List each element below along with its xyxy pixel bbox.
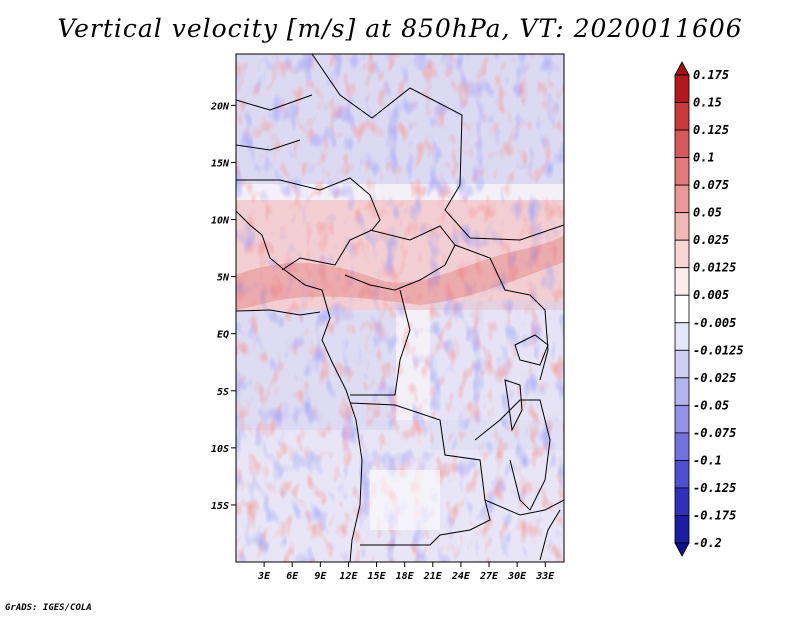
- velocity-field: [236, 54, 564, 562]
- lat-tick-label: 5N: [217, 273, 230, 284]
- colorbar-swatch: [674, 515, 690, 544]
- lon-tick-label: 27E: [479, 571, 499, 582]
- colorbar-swatch: [674, 432, 690, 461]
- colorbar-swatch: [674, 212, 690, 241]
- colorbar-label: 0.125: [693, 123, 729, 137]
- lon-tick-label: 30E: [507, 571, 527, 582]
- colorbar-swatch: [674, 404, 690, 434]
- colorbar-label: -0.075: [693, 426, 736, 440]
- colorbar-top-arrow: [674, 61, 690, 76]
- colorbar-swatch: [674, 349, 690, 379]
- lat-tick-label: 10S: [211, 444, 229, 455]
- colorbar-swatch: [674, 129, 690, 158]
- lon-tick-label: 6E: [286, 571, 299, 582]
- lon-tick-label: 21E: [423, 571, 443, 582]
- colorbar-label: 0.075: [693, 178, 729, 192]
- lat-tick-label: 10N: [211, 216, 230, 227]
- lat-tick-label: 15N: [211, 158, 230, 169]
- colorbar: 0.175 0.15 0.125 0.1 0.075 0.05 0.025 0.0125 0.0…: [674, 61, 744, 557]
- colorbar-label: 0.05: [693, 206, 722, 220]
- lat-tick-label: 5S: [217, 387, 229, 398]
- colorbar-swatch: [674, 322, 690, 351]
- lat-tick-label: 15S: [211, 501, 229, 512]
- map-boundaries: [236, 54, 564, 562]
- colorbar-label: -0.0125: [693, 343, 744, 357]
- lon-tick-label: 24E: [451, 571, 471, 582]
- colorbar-swatch: [674, 239, 690, 269]
- colorbar-swatch: [674, 157, 690, 186]
- colorbar-swatch: [674, 74, 690, 103]
- colorbar-label: -0.175: [693, 508, 736, 522]
- lon-tick-label: 9E: [314, 571, 327, 582]
- colorbar-label: -0.005: [693, 316, 736, 330]
- colorbar-label: 0.0125: [693, 261, 736, 275]
- colorbar-label: -0.2: [693, 536, 722, 550]
- colorbar-swatch: [674, 267, 690, 296]
- grads-credit: GrADS: IGES/COLA: [5, 603, 92, 613]
- lon-tick-label: 3E: [257, 571, 271, 582]
- lat-tick-label: 20N: [210, 101, 230, 112]
- colorbar-swatch: [674, 184, 690, 214]
- map-frame: [235, 53, 565, 563]
- lat-tick-label: EQ: [217, 330, 229, 341]
- colorbar-swatch: [674, 102, 690, 131]
- lon-tick-label: 12E: [339, 571, 358, 582]
- lon-tick-label: 15E: [368, 571, 387, 582]
- colorbar-label: 0.025: [693, 233, 729, 247]
- colorbar-label: -0.1: [693, 453, 722, 467]
- colorbar-label: -0.05: [693, 398, 729, 412]
- colorbar-label: -0.025: [693, 371, 736, 385]
- colorbar-bottom-arrow: [674, 542, 690, 557]
- colorbar-label: -0.125: [693, 481, 736, 495]
- lon-tick-label: 33E: [535, 571, 555, 582]
- map-title: Vertical velocity [m/s] at 850hPa, VT: 2…: [57, 14, 743, 43]
- colorbar-label: 0.005: [693, 288, 729, 302]
- longitude-axis: 3E 6E 9E 12E 15E 18E 21E 24E 27E 30E 33E: [257, 562, 555, 582]
- colorbar-swatch: [674, 294, 690, 324]
- colorbar-swatch: [674, 487, 690, 516]
- colorbar-label: 0.1: [693, 151, 715, 165]
- colorbar-swatch: [674, 460, 690, 489]
- colorbar-label: 0.175: [693, 68, 729, 82]
- colorbar-swatch: [674, 377, 690, 406]
- colorbar-label: 0.15: [693, 96, 722, 110]
- latitude-axis: 20N 15N 10N 5N EQ 5S 10S 15S: [210, 101, 236, 512]
- lon-tick-label: 18E: [396, 571, 415, 582]
